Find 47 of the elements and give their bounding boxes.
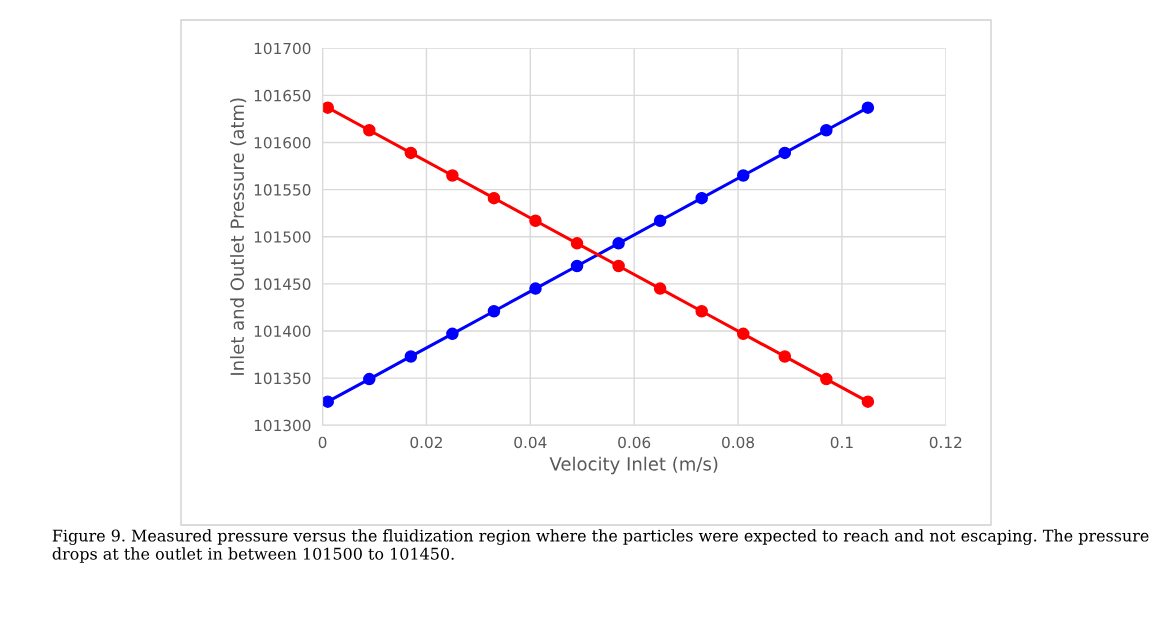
point: [695, 304, 708, 318]
y-tick-label: 101500: [254, 231, 311, 243]
y-tick-label: 101400: [254, 325, 311, 338]
point: [404, 146, 418, 160]
point: [570, 237, 584, 250]
point: [820, 372, 833, 386]
point: [736, 169, 750, 182]
point: [446, 327, 459, 341]
point: [695, 191, 708, 205]
point: [487, 304, 501, 318]
point: [861, 101, 875, 114]
x-tick-label: 0.06: [618, 436, 651, 449]
caption: Figure 9. Measured pressure versus the fluidization region where the particles were expected to reach and not escaping. The pressure drops at the outlet in between 101500 to 101450.: [52, 529, 1149, 563]
point: [861, 395, 875, 408]
point: [529, 282, 542, 295]
point: [736, 327, 750, 341]
y-tick-label: 101650: [254, 89, 311, 102]
x-tick-label: 0.12: [929, 436, 962, 449]
point: [570, 259, 584, 273]
point: [363, 124, 376, 137]
y-tick-label: 101550: [254, 184, 311, 196]
x-axis-title: Velocity Inlet (m/s): [549, 456, 718, 475]
x-tick-label: 0: [318, 436, 327, 449]
x-tick-label: 0.04: [514, 436, 547, 449]
y-tick-label: 101350: [254, 372, 311, 385]
point: [612, 259, 625, 273]
point: [529, 214, 542, 227]
x-tick-label: 0.02: [410, 436, 442, 449]
point: [612, 237, 625, 250]
y-tick-label: 101300: [254, 419, 311, 432]
point: [446, 169, 459, 182]
y-axis-title: Inlet and Outlet Pressure (atm): [230, 98, 247, 375]
x-tick-label: 0.08: [722, 436, 755, 449]
point: [778, 350, 792, 363]
y-tick-label: 101450: [254, 278, 311, 290]
y-tick-label: 101600: [254, 136, 311, 149]
y-tick-label: 101700: [254, 42, 311, 55]
point: [322, 395, 335, 408]
point: [404, 350, 418, 363]
point: [363, 372, 376, 386]
point: [778, 146, 792, 160]
point: [820, 124, 833, 137]
point: [487, 191, 501, 205]
x-tick-label: 0.1: [830, 436, 853, 449]
point: [322, 101, 335, 114]
point: [653, 282, 667, 295]
point: [653, 214, 667, 227]
